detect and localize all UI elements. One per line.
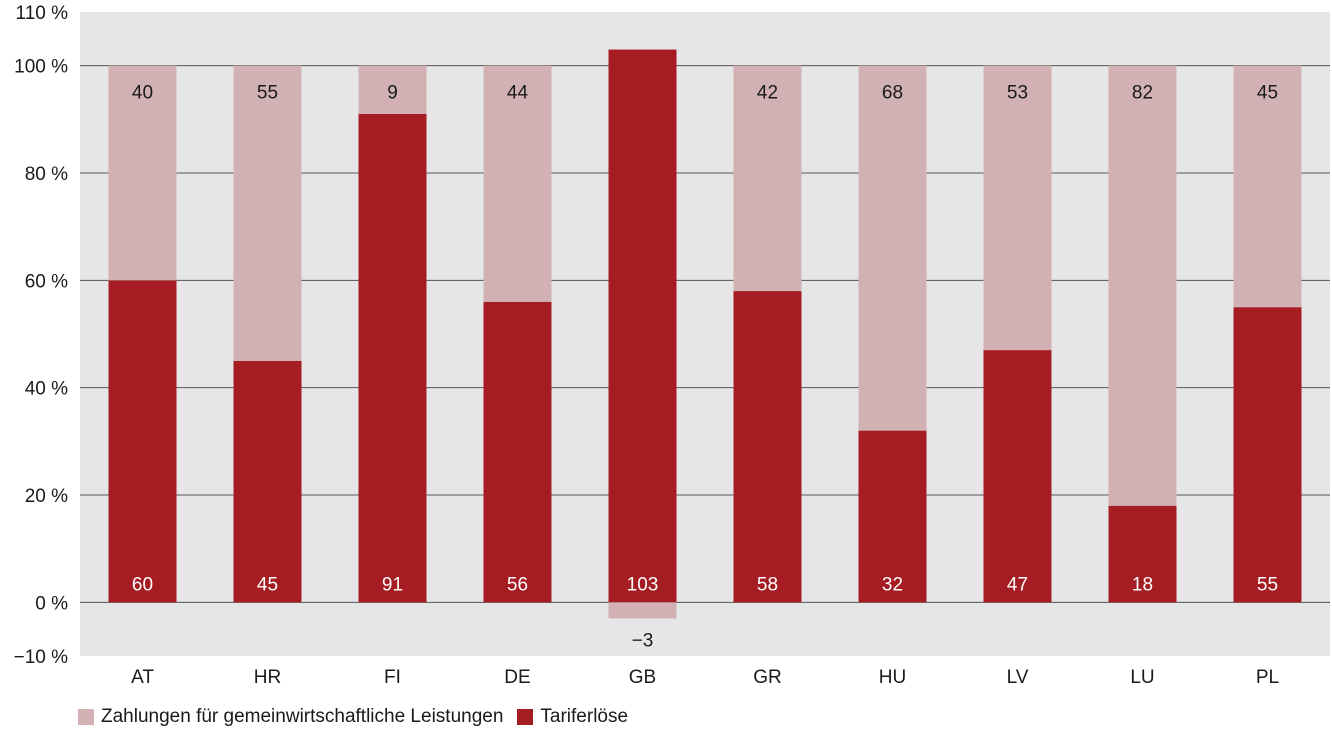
data-label-zahlungen: 45 — [1257, 83, 1278, 104]
legend-swatch-zahlungen — [78, 709, 94, 725]
x-tick-label: FI — [384, 667, 401, 688]
data-label-tariferloese: 60 — [132, 574, 153, 595]
bar-tariferloese — [733, 291, 802, 603]
bar-zahlungen — [108, 65, 177, 281]
legend-item-tariferloese: Tariferlöse — [517, 706, 628, 728]
x-tick-label: GB — [629, 667, 656, 688]
data-label-tariferloese: 32 — [882, 574, 903, 595]
bar-zahlungen — [983, 65, 1052, 351]
data-label-zahlungen: 44 — [507, 83, 529, 104]
bar-zahlungen — [483, 65, 552, 302]
y-tick-label: −10 % — [14, 647, 69, 668]
x-tick-label: PL — [1256, 667, 1279, 688]
x-tick-label: LU — [1130, 667, 1154, 688]
data-label-zahlungen: 42 — [757, 83, 778, 104]
data-label-zahlungen: 9 — [387, 83, 398, 104]
bar-zahlungen — [358, 65, 427, 114]
y-tick-label: 110 % — [16, 3, 69, 24]
bar-zahlungen — [858, 65, 927, 431]
data-label-zahlungen: 68 — [882, 83, 903, 104]
data-label-tariferloese: 56 — [507, 574, 528, 595]
x-tick-label: DE — [504, 667, 530, 688]
data-label-tariferloese: 91 — [382, 574, 403, 595]
bar-tariferloese — [1108, 505, 1177, 603]
bar-zahlungen — [608, 602, 677, 619]
legend-label-zahlungen: Zahlungen für gemeinwirtschaftliche Leis… — [101, 706, 504, 727]
x-tick-label: LV — [1007, 667, 1029, 688]
data-label-zahlungen: 53 — [1007, 83, 1028, 104]
data-label-zahlungen: 40 — [132, 83, 153, 104]
x-tick-label: HR — [254, 667, 281, 688]
y-tick-label: 40 % — [25, 379, 68, 400]
bar-zahlungen — [1233, 65, 1302, 308]
bar-tariferloese — [858, 430, 927, 603]
legend-item-zahlungen: Zahlungen für gemeinwirtschaftliche Leis… — [78, 706, 503, 728]
data-label-zahlungen: −3 — [632, 630, 654, 651]
chart-legend: Zahlungen für gemeinwirtschaftliche Leis… — [78, 706, 628, 728]
legend-label-tariferloese: Tariferlöse — [540, 706, 629, 727]
data-label-tariferloese: 18 — [1132, 574, 1153, 595]
data-label-tariferloese: 47 — [1007, 574, 1028, 595]
bar-tariferloese — [108, 280, 177, 603]
y-tick-label: 100 % — [14, 57, 68, 78]
x-tick-label: HU — [879, 667, 906, 688]
bar-tariferloese — [358, 113, 427, 603]
bar-zahlungen — [1108, 65, 1177, 506]
stacked-bar-chart: −10 % 0 % 20 % 40 % 60 % 80 % 100 % 110 % 60 40 AT… — [14, 3, 1330, 688]
y-tick-label: 0 % — [35, 593, 68, 614]
bar-tariferloese — [483, 301, 552, 603]
data-label-tariferloese: 103 — [627, 574, 659, 595]
y-tick-label: 80 % — [25, 164, 68, 185]
x-tick-label: AT — [131, 667, 154, 688]
bar-tariferloese — [983, 350, 1052, 603]
data-label-zahlungen: 82 — [1132, 83, 1153, 104]
y-tick-label: 20 % — [25, 486, 68, 507]
data-label-tariferloese: 58 — [757, 574, 778, 595]
legend-swatch-tariferloese — [517, 709, 534, 725]
data-label-zahlungen: 55 — [257, 83, 278, 104]
data-label-tariferloese: 55 — [1257, 574, 1278, 595]
bar-zahlungen — [733, 65, 802, 292]
y-tick-label: 60 % — [25, 271, 68, 292]
bar-tariferloese — [233, 360, 302, 603]
bar-zahlungen — [233, 65, 302, 361]
data-label-tariferloese: 45 — [257, 574, 278, 595]
x-tick-label: GR — [753, 667, 782, 688]
bar-tariferloese — [608, 49, 677, 603]
bar-tariferloese — [1233, 307, 1302, 603]
